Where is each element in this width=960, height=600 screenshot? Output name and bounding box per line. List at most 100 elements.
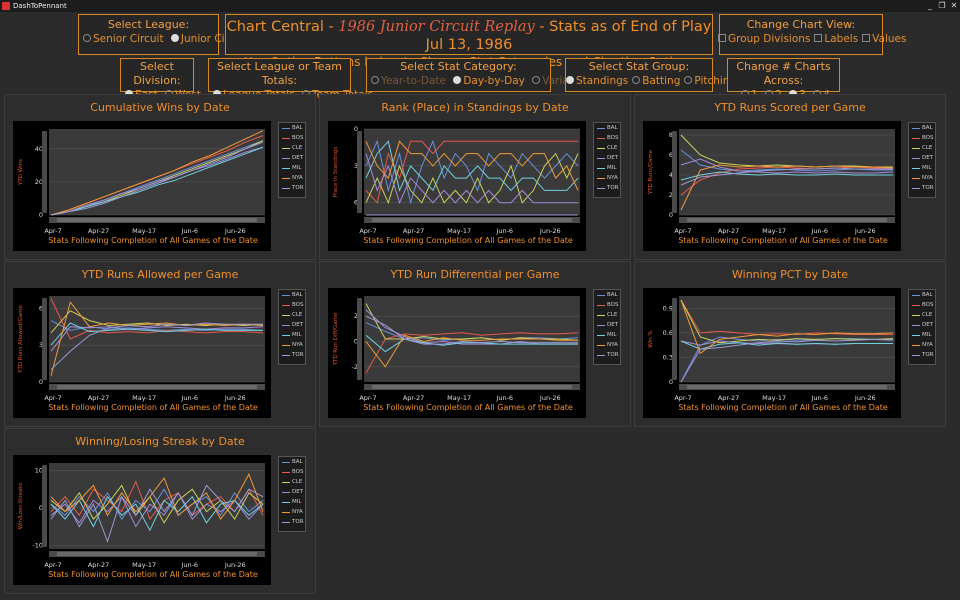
vertical-zoom-slider[interactable] (42, 131, 47, 213)
series-line-nya (50, 472, 264, 521)
option-labels[interactable]: Labels (824, 33, 859, 45)
x-tick-label: Jun-6 (810, 394, 828, 402)
vertical-zoom-slider[interactable] (357, 131, 362, 213)
vertical-zoom-slider[interactable] (42, 298, 47, 380)
legend-swatch (282, 324, 290, 326)
series-line-tor (680, 167, 893, 186)
option-batting[interactable]: Batting (642, 75, 681, 87)
legend-label: MIL (292, 332, 302, 338)
legend-item: CLE (279, 477, 305, 487)
scrollbar-thumb[interactable] (372, 385, 572, 389)
totals-heading: Select League or Team Totals: (217, 60, 342, 87)
y-axis-label: Place in Standings (333, 147, 339, 198)
legend-label: BOS (607, 302, 619, 308)
checkbox-labels[interactable] (814, 34, 823, 42)
radio-standings[interactable] (566, 76, 574, 84)
radio-batting[interactable] (632, 76, 641, 84)
x-tick-label: Jun-26 (539, 394, 561, 402)
legend-swatch (597, 167, 605, 169)
legend-item: CLE (909, 143, 935, 153)
y-tick-label: 6 (354, 199, 358, 207)
x-tick-label: Jun-26 (224, 394, 246, 402)
option-values[interactable]: Values (872, 33, 907, 45)
series-line-tor (50, 141, 264, 216)
legend-label: DET (292, 155, 304, 161)
category-heading: Select Stat Category: (400, 60, 517, 73)
legend-item: MIL (279, 497, 305, 507)
radio-year-to-date[interactable] (371, 76, 379, 84)
scrollbar-thumb[interactable] (57, 552, 257, 556)
legend-item: CLE (909, 310, 935, 320)
y-axis-label: Win/Loss Streaks (18, 483, 24, 530)
option-standings[interactable]: Standings (576, 75, 629, 87)
option-senior-circuit[interactable]: Senior Circuit (93, 33, 164, 45)
chart-title: YTD Runs Allowed per Game (81, 268, 239, 281)
y-tick-label: 4 (669, 171, 673, 179)
scrollbar-thumb[interactable] (57, 218, 257, 222)
chart-legend: BAL BOS CLE DET MIL NYA TOR (593, 289, 621, 365)
close-button[interactable]: ✕ (950, 1, 958, 10)
minimize-button[interactable]: _ (928, 1, 932, 10)
maximize-button[interactable]: ❐ (938, 1, 946, 10)
legend-item: BOS (909, 133, 935, 143)
option-pitching[interactable]: Pitching (694, 75, 737, 87)
chart-title: Cumulative Wins by Date (90, 101, 230, 114)
x-tick-label: Apr-27 (718, 394, 739, 402)
legend-item: MIL (279, 330, 305, 340)
vertical-zoom-slider[interactable] (672, 298, 677, 380)
legend-swatch (597, 187, 605, 189)
series-line-tor (365, 315, 578, 345)
legend-swatch (912, 147, 920, 149)
legend-item: CLE (594, 310, 620, 320)
scrollbar-thumb[interactable] (372, 218, 572, 222)
legend-item: BAL (594, 290, 620, 300)
replay-title: 1986 Junior Circuit Replay (338, 19, 535, 35)
legend-label: TOR (922, 185, 934, 191)
checkbox-group-divisions[interactable] (718, 34, 726, 42)
legend-label: DET (292, 322, 304, 328)
y-tick-label: 2 (354, 312, 358, 320)
window-title: DashToPennant (13, 2, 67, 10)
legend-swatch (597, 314, 605, 316)
scrollbar-thumb[interactable] (687, 218, 887, 222)
legend-swatch (912, 304, 920, 306)
chart-view-heading: Change Chart View: (746, 18, 856, 31)
series-line-mil (50, 146, 264, 216)
legend-swatch (282, 137, 290, 139)
legend-swatch (597, 344, 605, 346)
x-tick-label: Jun-6 (495, 227, 513, 235)
radio-senior-circuit[interactable] (83, 34, 91, 42)
legend-item: NYA (279, 507, 305, 517)
legend-label: BAL (922, 125, 933, 131)
checkbox-values[interactable] (862, 34, 871, 42)
series-line-nya (365, 140, 579, 191)
legend-item: MIL (909, 330, 935, 340)
legend-item: BAL (279, 457, 305, 467)
option-year-to-date[interactable]: Year-to-Date (381, 75, 446, 87)
legend-swatch (282, 491, 290, 493)
legend-label: TOR (292, 185, 304, 191)
vertical-zoom-slider[interactable] (42, 465, 47, 547)
league-selector: Select League: Senior Circuit Junior Cir… (78, 14, 248, 55)
chart-panel: YTD Runs Allowed per Game 0 3 6 Apr-7 Apr-27 M… (4, 261, 316, 427)
radio-day-by-day[interactable] (453, 76, 462, 84)
radio-junior-circuit[interactable] (170, 34, 179, 42)
y-tick-label: 0.3 (663, 353, 673, 361)
chart-canvas: 0 20 40 Apr-7 Apr-27 May-17 Jun-6 Jun-26 YTD Win… (13, 121, 271, 251)
option-group-divisions[interactable]: Group Divisions (728, 33, 811, 45)
option-day-by-day[interactable]: Day-by-Day (463, 75, 525, 87)
vertical-zoom-slider[interactable] (672, 131, 677, 213)
scrollbar-thumb[interactable] (687, 385, 887, 389)
radio-variance[interactable] (532, 76, 541, 84)
x-tick-label: Apr-7 (44, 227, 61, 235)
legend-label: CLE (292, 312, 303, 318)
legend-label: BAL (292, 459, 303, 465)
radio-pitching[interactable] (684, 76, 693, 84)
x-tick-label: Jun-26 (854, 394, 876, 402)
vertical-zoom-slider[interactable] (357, 298, 362, 380)
legend-item: BAL (909, 290, 935, 300)
series-line-bal (365, 139, 579, 205)
y-tick-label: 0 (354, 125, 358, 133)
scrollbar-thumb[interactable] (57, 385, 257, 389)
league-heading: Select League: (107, 18, 190, 31)
